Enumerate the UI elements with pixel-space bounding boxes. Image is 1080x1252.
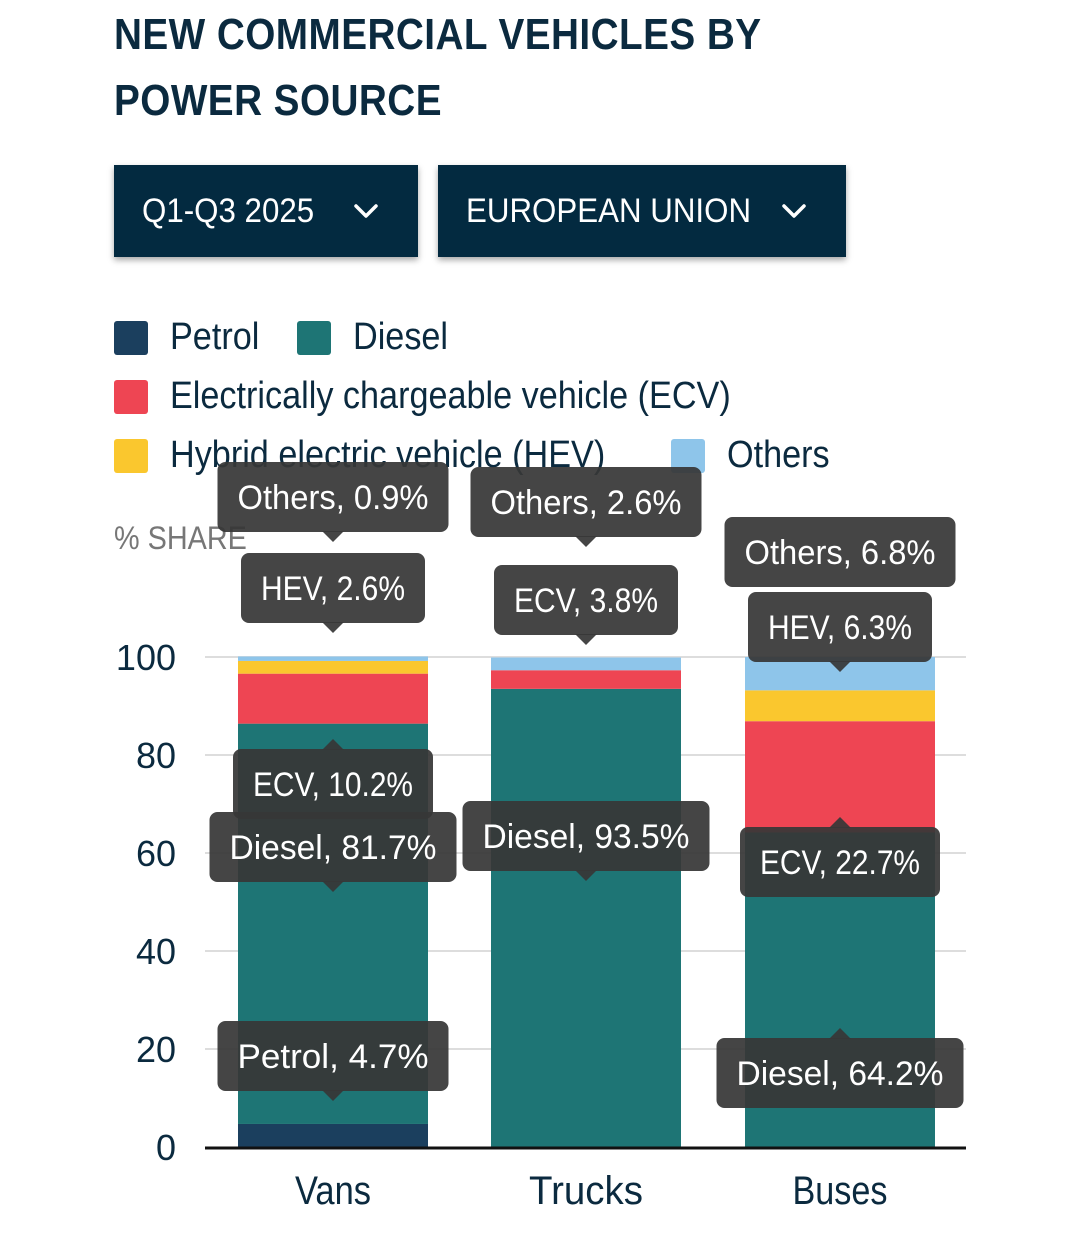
data-label: HEV, 2.6% xyxy=(241,553,425,633)
legend-item-ecv[interactable]: Electrically chargeable vehicle (ECV) xyxy=(114,375,793,418)
legend-label: Others xyxy=(727,434,830,476)
period-dropdown-label: Q1-Q3 2025 xyxy=(142,191,315,230)
y-tick-label: 100 xyxy=(116,637,176,678)
region-dropdown[interactable]: EUROPEAN UNION xyxy=(438,165,846,257)
data-label-text: ECV, 10.2% xyxy=(253,766,413,804)
bar-trucks-diesel[interactable] xyxy=(491,688,681,1147)
data-label-pointer xyxy=(322,1090,344,1101)
data-label: Others, 6.8% xyxy=(724,517,956,587)
data-label-text: Petrol, 4.7% xyxy=(238,1038,429,1076)
page-title: NEW COMMERCIAL VEHICLES BY POWER SOURCE xyxy=(114,10,761,125)
y-tick-label: 40 xyxy=(136,931,176,972)
data-label: ECV, 22.7% xyxy=(740,817,940,897)
bar-trucks-others[interactable] xyxy=(491,657,681,671)
data-label-pointer xyxy=(575,536,597,547)
data-label: ECV, 10.2% xyxy=(233,739,433,819)
data-label: HEV, 6.3% xyxy=(748,592,932,672)
data-label-box xyxy=(217,1021,449,1091)
data-label-pointer xyxy=(322,531,344,542)
data-label-text: Others, 0.9% xyxy=(238,479,429,517)
data-label-box xyxy=(209,812,457,882)
legend-label: Diesel xyxy=(353,316,449,358)
data-label: Petrol, 4.7% xyxy=(217,1021,449,1101)
chevron-down-icon xyxy=(782,204,806,218)
data-label-box xyxy=(748,592,932,662)
legend-swatch xyxy=(297,320,331,355)
chevron-down-icon xyxy=(354,204,378,218)
legend-label: Electrically chargeable vehicle (ECV) xyxy=(170,375,731,417)
data-label: Others, 2.6% xyxy=(470,467,702,547)
data-label: Diesel, 81.7% xyxy=(209,812,457,892)
legend-label: Petrol xyxy=(170,316,260,358)
data-label-box xyxy=(470,467,702,537)
y-tick-label: 80 xyxy=(136,735,176,776)
data-label-text: Diesel, 93.5% xyxy=(483,818,690,856)
data-label-text: ECV, 22.7% xyxy=(760,844,920,882)
bar-vans-hev[interactable] xyxy=(238,660,428,674)
data-label: Diesel, 64.2% xyxy=(716,1028,964,1108)
legend-swatch xyxy=(671,438,705,473)
data-label-pointer xyxy=(829,817,851,828)
bar-vans-ecv[interactable] xyxy=(238,673,428,724)
region-dropdown-label: EUROPEAN UNION xyxy=(466,191,752,230)
data-label: Others, 0.9% xyxy=(217,462,449,542)
y-tick-label: 0 xyxy=(156,1127,176,1168)
bar-buses-hev[interactable] xyxy=(745,690,935,722)
period-dropdown[interactable]: Q1-Q3 2025 xyxy=(114,165,418,257)
data-label-box xyxy=(462,801,710,871)
data-label-text: Diesel, 64.2% xyxy=(737,1055,944,1093)
legend-swatch xyxy=(114,320,148,355)
data-label-text: HEV, 2.6% xyxy=(261,570,405,608)
data-label-text: HEV, 6.3% xyxy=(768,609,912,647)
bar-vans-others[interactable] xyxy=(238,656,428,661)
data-label-text: Others, 2.6% xyxy=(491,484,682,522)
x-tick-label: Buses xyxy=(793,1169,888,1213)
legend-item-others[interactable]: Others xyxy=(671,434,841,477)
y-tick-label: 20 xyxy=(136,1029,176,1070)
data-label-box xyxy=(233,749,433,819)
bar-buses-ecv[interactable] xyxy=(745,721,935,833)
data-labels: Others, 0.9% HEV, 2.6% ECV, 10.2% Diesel, 8… xyxy=(209,462,964,1108)
data-label-box xyxy=(241,553,425,623)
data-label-box xyxy=(716,1038,964,1108)
data-label-box xyxy=(217,462,449,532)
legend-swatch xyxy=(114,438,148,473)
legend-item-diesel[interactable]: Diesel xyxy=(297,316,459,359)
data-label-box xyxy=(740,827,940,897)
data-label: Diesel, 93.5% xyxy=(462,801,710,881)
bar-vans-petrol[interactable] xyxy=(238,1123,428,1147)
data-label-pointer xyxy=(322,881,344,892)
data-label-pointer xyxy=(322,622,344,633)
data-label-pointer xyxy=(575,634,597,645)
data-label-text: Others, 6.8% xyxy=(745,534,936,572)
data-label-pointer xyxy=(322,739,344,750)
data-label-pointer xyxy=(829,661,851,672)
data-label-pointer xyxy=(829,1028,851,1039)
bar-trucks-ecv[interactable] xyxy=(491,670,681,689)
data-label-pointer xyxy=(575,870,597,881)
legend-item-petrol[interactable]: Petrol xyxy=(114,316,269,359)
y-tick-label: 60 xyxy=(136,833,176,874)
data-label-text: ECV, 3.8% xyxy=(514,582,658,620)
data-label-box xyxy=(494,565,678,635)
legend-swatch xyxy=(114,379,148,414)
data-label-box xyxy=(724,517,956,587)
data-label: ECV, 3.8% xyxy=(494,565,678,645)
x-tick-label: Trucks xyxy=(529,1169,643,1213)
x-tick-label: Vans xyxy=(295,1169,371,1213)
data-label-text: Diesel, 81.7% xyxy=(230,829,437,867)
